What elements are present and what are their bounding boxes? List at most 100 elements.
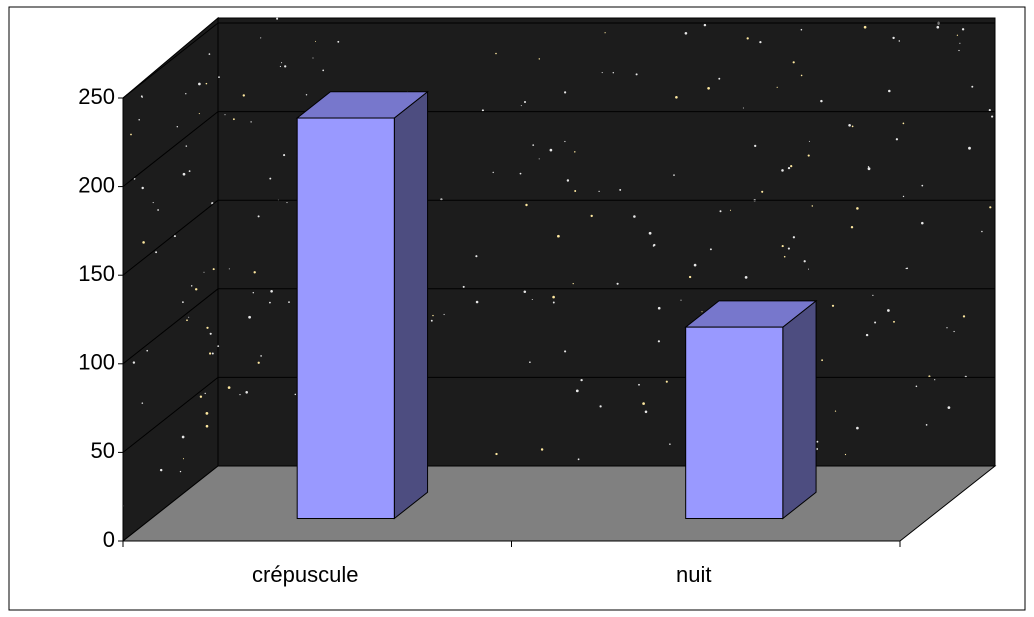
star <box>252 292 254 294</box>
bar-side <box>782 299 817 520</box>
star <box>781 169 784 172</box>
bar-side <box>393 90 429 520</box>
star <box>759 40 762 44</box>
star <box>956 34 959 36</box>
star <box>988 109 991 112</box>
star <box>598 190 600 193</box>
star <box>203 271 205 273</box>
star <box>288 301 290 303</box>
star <box>604 32 606 34</box>
star <box>867 167 871 171</box>
star <box>729 209 732 211</box>
star <box>601 72 603 74</box>
star <box>867 166 870 168</box>
star <box>574 190 577 192</box>
star <box>190 285 193 287</box>
star <box>718 77 721 80</box>
y-tick-label: 250 <box>78 84 115 109</box>
star <box>577 458 580 461</box>
star <box>803 260 806 263</box>
star <box>250 121 252 123</box>
bar <box>685 326 784 519</box>
star <box>519 172 522 175</box>
star <box>657 306 661 310</box>
grid-line <box>122 199 219 276</box>
star <box>776 86 778 88</box>
star <box>946 327 948 329</box>
star <box>232 118 235 121</box>
star <box>968 146 971 150</box>
star <box>531 298 533 301</box>
star <box>792 61 795 64</box>
star <box>532 144 535 146</box>
star <box>962 315 966 318</box>
star <box>242 94 245 97</box>
left-wall <box>122 16 219 543</box>
star <box>228 268 230 270</box>
star <box>893 320 895 323</box>
star <box>217 345 220 347</box>
grid-line <box>122 22 219 99</box>
star <box>742 107 744 109</box>
star <box>260 37 262 39</box>
star <box>821 359 823 362</box>
star <box>260 355 262 357</box>
star <box>205 82 208 85</box>
star <box>707 86 710 90</box>
star <box>808 140 810 142</box>
star <box>888 89 891 93</box>
x-tick-label: crépuscule <box>252 562 358 587</box>
star <box>783 255 786 258</box>
star <box>844 453 847 456</box>
star <box>921 221 924 225</box>
star <box>961 28 965 31</box>
star <box>199 395 203 398</box>
star <box>898 40 901 42</box>
floor <box>121 465 997 542</box>
star <box>430 319 433 322</box>
bar <box>296 117 395 519</box>
star <box>194 288 198 291</box>
star <box>227 386 231 389</box>
y-tick-label: 50 <box>91 438 115 463</box>
star <box>141 96 143 98</box>
star <box>179 470 182 473</box>
star <box>212 268 215 271</box>
star <box>269 301 271 304</box>
star <box>152 202 154 204</box>
grid-line <box>122 288 219 365</box>
star <box>703 23 707 27</box>
star <box>481 109 484 112</box>
star <box>790 164 793 168</box>
star <box>657 340 661 343</box>
star <box>638 383 640 386</box>
star <box>746 37 749 40</box>
star <box>155 251 158 254</box>
star <box>209 352 212 355</box>
y-tick-label: 150 <box>78 261 115 286</box>
star <box>142 241 145 244</box>
star <box>800 74 803 77</box>
star <box>525 203 528 207</box>
star <box>186 319 188 322</box>
star <box>744 276 748 279</box>
star <box>688 275 692 279</box>
star <box>902 195 905 198</box>
star <box>239 394 241 396</box>
star <box>612 72 614 74</box>
star <box>673 174 675 176</box>
star <box>549 148 553 152</box>
star <box>590 214 593 218</box>
star <box>848 123 851 127</box>
star <box>552 301 555 304</box>
star <box>921 184 924 187</box>
star <box>887 309 890 312</box>
star <box>315 40 316 42</box>
star <box>176 126 178 128</box>
star <box>619 188 622 191</box>
star <box>816 440 819 443</box>
star <box>807 154 810 157</box>
star <box>564 140 566 143</box>
star <box>831 304 835 307</box>
star <box>462 285 465 288</box>
